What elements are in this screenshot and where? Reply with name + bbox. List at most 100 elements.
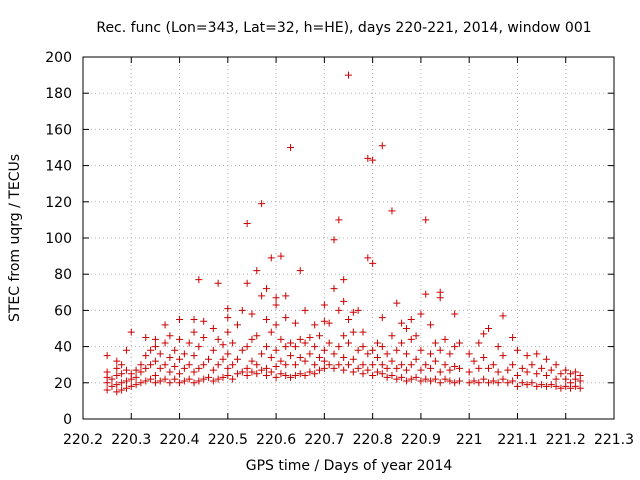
data-point: [311, 343, 319, 351]
data-point: [151, 343, 159, 351]
y-tick-label: 0: [63, 412, 72, 428]
data-point: [142, 334, 150, 342]
data-point: [499, 352, 507, 360]
data-point: [243, 364, 251, 372]
data-point: [465, 379, 473, 387]
data-point: [571, 368, 579, 376]
data-point: [407, 315, 415, 323]
x-tick-label: 220.3: [111, 432, 151, 448]
data-point: [214, 375, 222, 383]
y-tick-label: 160: [45, 122, 72, 138]
data-point: [127, 370, 135, 378]
data-point: [243, 220, 251, 228]
data-point: [499, 375, 507, 383]
data-point: [349, 368, 357, 376]
data-point: [200, 361, 208, 369]
data-point: [224, 328, 232, 336]
data-point: [533, 370, 541, 378]
data-point: [258, 350, 266, 358]
data-points: [103, 71, 584, 396]
data-point: [354, 346, 362, 354]
x-tick-label: 220.8: [353, 432, 393, 448]
data-point: [209, 325, 217, 332]
data-point: [345, 315, 352, 323]
data-point: [383, 373, 391, 381]
data-point: [156, 350, 164, 358]
data-point: [176, 335, 184, 343]
data-point: [441, 375, 449, 383]
data-point: [282, 361, 290, 369]
data-point: [567, 370, 575, 378]
data-point: [325, 339, 333, 347]
data-point: [431, 339, 439, 347]
data-point: [369, 259, 377, 267]
data-point: [431, 375, 439, 383]
y-tick-label: 80: [54, 267, 72, 283]
data-point: [388, 372, 396, 380]
data-point: [484, 379, 492, 387]
data-point: [224, 372, 232, 380]
data-point: [557, 384, 565, 392]
data-point: [301, 306, 309, 314]
data-point: [122, 366, 130, 374]
data-point: [200, 317, 208, 325]
data-point: [528, 361, 536, 369]
data-point: [113, 388, 121, 396]
data-point: [523, 381, 531, 389]
data-point: [296, 267, 304, 275]
data-point: [253, 370, 261, 378]
data-point: [484, 364, 492, 372]
y-tick-label: 200: [45, 50, 72, 66]
data-point: [209, 377, 217, 385]
data-point: [132, 381, 140, 389]
data-point: [306, 350, 314, 358]
data-point: [542, 355, 550, 363]
x-tick-label: 220.9: [401, 432, 441, 448]
data-point: [484, 325, 492, 332]
data-point: [185, 339, 193, 347]
data-point: [180, 350, 188, 358]
data-point: [330, 285, 338, 293]
data-point: [340, 276, 348, 284]
data-point: [267, 328, 275, 336]
data-point: [195, 364, 203, 372]
data-point: [161, 375, 169, 383]
data-point: [393, 364, 401, 372]
data-point: [431, 357, 439, 365]
data-point: [398, 339, 406, 347]
data-point: [113, 381, 121, 389]
data-point: [509, 361, 517, 369]
data-point: [451, 363, 459, 371]
data-point: [291, 343, 299, 351]
data-point: [118, 379, 126, 387]
data-point: [180, 377, 188, 385]
data-point: [383, 364, 391, 372]
data-point: [233, 370, 241, 378]
x-tick-label: 221: [456, 432, 483, 448]
data-point: [398, 361, 406, 369]
data-point: [306, 334, 314, 342]
data-point: [407, 375, 415, 383]
data-point: [214, 335, 222, 343]
data-point: [195, 276, 203, 284]
data-point: [108, 375, 116, 383]
data-point: [137, 361, 145, 369]
grid-lines: [83, 57, 614, 419]
data-point: [354, 364, 362, 372]
data-point: [151, 379, 159, 387]
data-point: [412, 373, 420, 381]
data-point: [436, 368, 444, 376]
data-point: [243, 372, 251, 380]
data-point: [576, 372, 584, 380]
data-point: [277, 335, 285, 343]
data-point: [301, 372, 309, 380]
data-point: [436, 346, 444, 354]
data-point: [262, 364, 270, 372]
data-point: [436, 288, 444, 296]
data-point: [349, 308, 357, 316]
data-point: [291, 372, 299, 380]
data-point: [200, 375, 208, 383]
y-tick-label: 60: [54, 303, 72, 319]
data-point: [456, 377, 464, 385]
